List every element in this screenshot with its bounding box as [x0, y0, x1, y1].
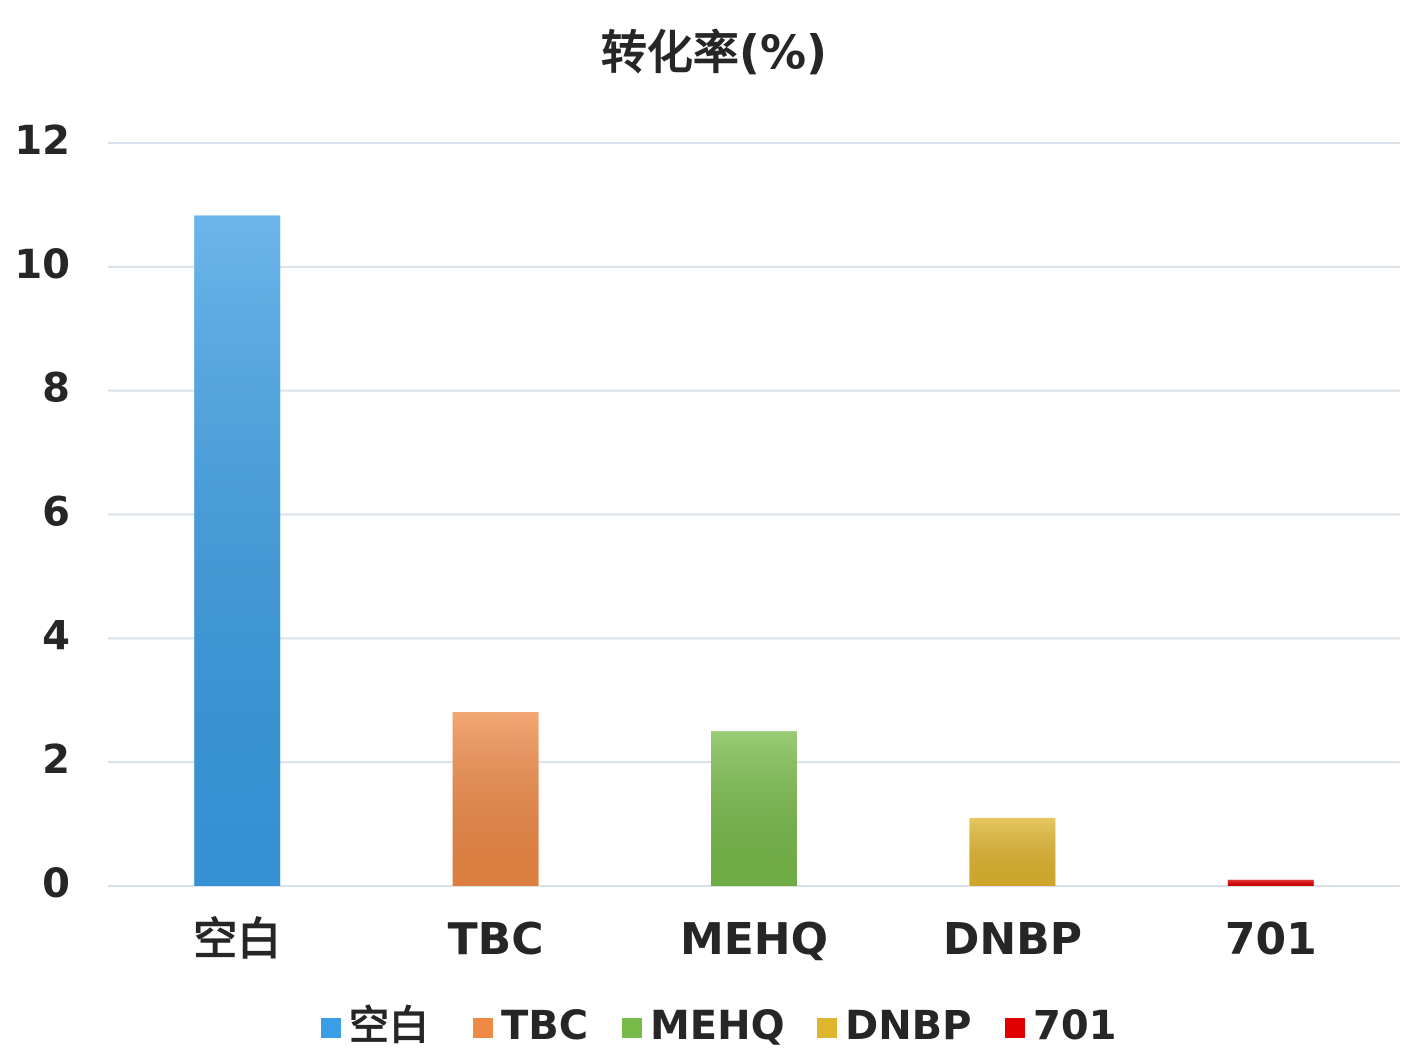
bar-shine	[969, 817, 1056, 886]
y-tick-label: 4	[42, 613, 70, 659]
legend-label: TBC	[501, 1003, 588, 1049]
y-tick-label: 12	[14, 118, 70, 164]
x-tick-label: MEHQ	[680, 914, 828, 965]
bar-shine	[194, 215, 281, 886]
y-tick-label: 8	[42, 366, 70, 412]
y-tick-label: 2	[42, 737, 70, 783]
x-tick-label: 701	[1225, 914, 1317, 965]
y-tick-label: 0	[42, 861, 70, 907]
legend-swatch	[321, 1018, 341, 1038]
legend-label: MEHQ	[650, 1003, 785, 1049]
legend-swatch	[473, 1018, 493, 1038]
x-tick-label: 空白	[193, 914, 281, 965]
bar-shine	[452, 712, 539, 886]
legend-swatch	[817, 1018, 837, 1038]
x-tick-label: DNBP	[943, 914, 1082, 965]
legend-label: 701	[1033, 1003, 1117, 1049]
legend-swatch	[1005, 1018, 1025, 1038]
legend-swatch	[622, 1018, 642, 1038]
legend-label: 空白	[349, 1003, 429, 1049]
legend-label: DNBP	[845, 1003, 971, 1049]
y-tick-label: 10	[14, 242, 70, 288]
bar-shine	[1227, 879, 1314, 886]
chart-title: 转化率(%)	[601, 26, 827, 80]
bar-shine	[711, 731, 797, 886]
x-tick-label: TBC	[448, 914, 544, 965]
y-tick-label: 6	[42, 490, 70, 536]
